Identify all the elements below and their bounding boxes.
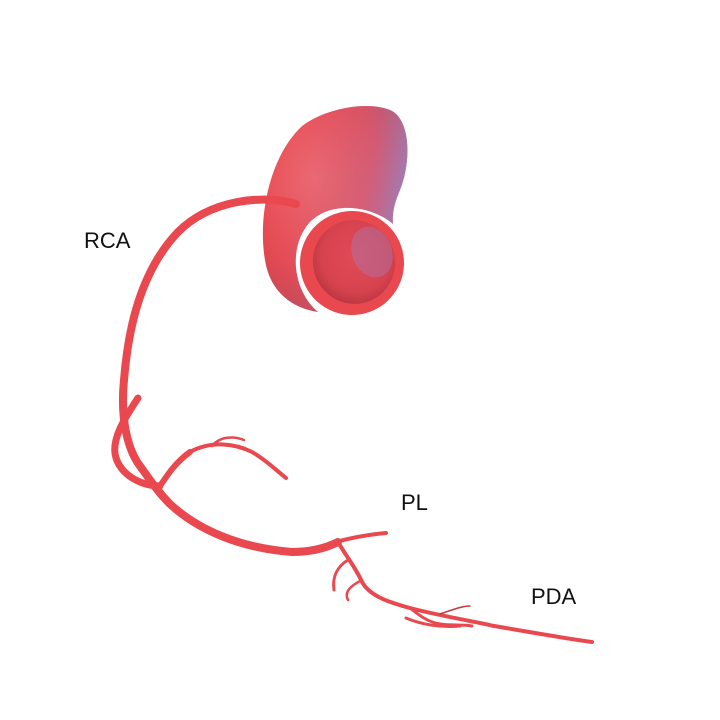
marginal-branch-twig <box>210 436 246 448</box>
pda-side-branch-3 <box>408 606 474 628</box>
marginal-branch <box>188 442 288 480</box>
rca-loop-segment <box>111 394 164 490</box>
aortic-root <box>262 106 408 315</box>
label-rca: RCA <box>84 228 131 253</box>
aortic-opening-inner-shadow <box>351 226 393 278</box>
pl-vessel <box>328 531 388 546</box>
rca-trunk <box>118 195 342 556</box>
pda-side-branch-1 <box>332 558 350 592</box>
pda-branch <box>332 540 594 644</box>
aortic-opening-lumen <box>312 220 396 304</box>
pda-vessel <box>336 540 594 644</box>
rca-loop-crossing <box>157 449 193 489</box>
aortic-root-sheen <box>262 106 408 312</box>
label-pl: PL <box>401 490 428 515</box>
pda-side-branch-2 <box>345 578 364 602</box>
pda-side-branch-4 <box>404 616 462 628</box>
pl-branch <box>328 531 388 546</box>
rca-vessel <box>111 195 342 556</box>
label-pda: PDA <box>531 584 577 609</box>
pda-side-branch-5 <box>439 605 471 615</box>
